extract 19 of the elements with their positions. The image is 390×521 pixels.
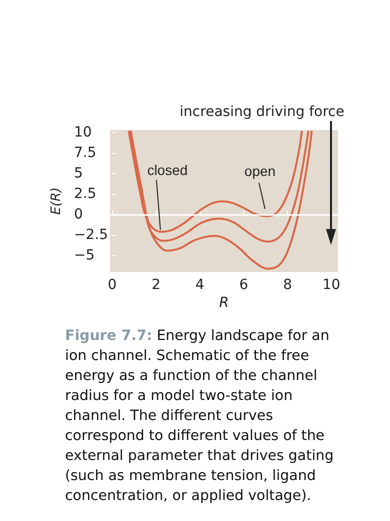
x-tick-label: 10 — [322, 277, 340, 293]
x-tick-label: 2 — [152, 277, 160, 293]
y-tick-label: 5 — [74, 166, 83, 182]
y-tick-label: 2.5 — [74, 186, 96, 202]
x-tick-label: 6 — [239, 277, 248, 293]
y-tick-label: 0 — [74, 206, 83, 223]
y-tick-label: 7.5 — [74, 144, 96, 161]
x-tick-label: 0 — [108, 277, 117, 293]
text: Figure 7.7: Energy landscape for an ion channel. Schematic of the free energy as a function of the channel radius for a model two-state ion channel. The different curves correspond to different values of the external parameter that drives gating (such as membrane tension, ligand concentration, or applied voltage). — [65, 328, 334, 504]
text: increasing driving force — [180, 104, 344, 120]
x-axis-title: R — [219, 295, 229, 311]
y-axis-title: E(R) — [49, 187, 64, 215]
x-tick-label: 8 — [283, 277, 292, 293]
annotation: open — [244, 162, 276, 179]
x-tick-label: 4 — [195, 277, 204, 293]
y-tick-label: −5 — [74, 248, 95, 264]
annotation: closed — [147, 162, 188, 178]
y-tick-label: 10 — [74, 124, 92, 140]
y-tick-label: −2.5 — [74, 227, 108, 244]
